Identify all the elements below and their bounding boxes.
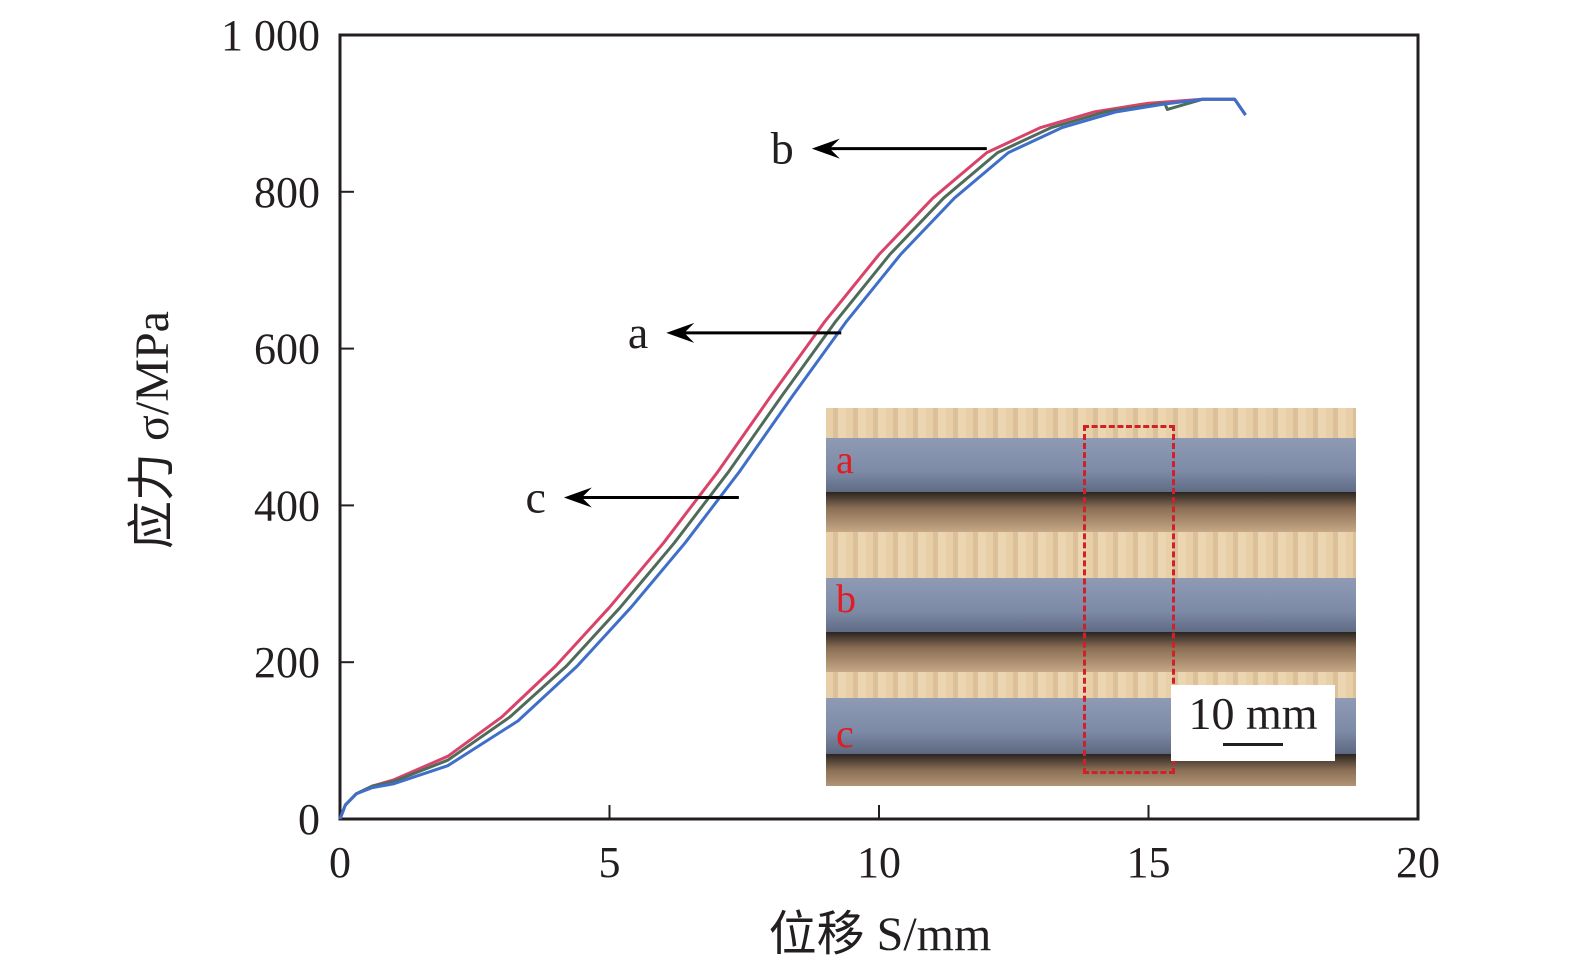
x-tick-label: 20 [1396,838,1440,887]
inset-label-a: a [836,437,854,482]
scale-label: 10 mm [1188,688,1318,739]
annotation-label-c: c [525,472,545,523]
specimen-a [826,438,1356,494]
y-tick-label: 400 [254,481,320,530]
y-tick-label: 800 [254,168,320,217]
x-tick-label: 10 [857,838,901,887]
y-tick-label: 600 [254,325,320,374]
series-line-c [338,97,1247,820]
shadow [826,492,1356,532]
y-tick-label: 0 [298,795,320,844]
x-tick-label: 5 [599,838,621,887]
x-tick-label: 15 [1127,838,1171,887]
x-axis-label: 位移 S/mm [769,908,992,961]
y-tick-label: 1 000 [221,11,320,60]
inset-label-c: c [836,711,854,756]
inset-label-b: b [836,576,856,621]
fracture-region-box [1083,425,1175,774]
arrowhead-icon [666,322,695,343]
y-tick-label: 200 [254,638,320,687]
shadow [826,632,1356,672]
x-tick-label: 0 [329,838,351,887]
scale-bar: 10 mm [1171,685,1335,761]
arrowhead-icon [563,487,592,508]
specimen-b [826,578,1356,634]
annotation-label-a: a [628,307,648,358]
arrowhead-icon [811,138,840,159]
specimen-photo-inset: a b c 10 mm [826,408,1356,786]
y-axis-label: 应力 σ/MPa [126,311,179,549]
annotation-label-b: b [771,123,794,174]
scale-line [1223,743,1283,746]
